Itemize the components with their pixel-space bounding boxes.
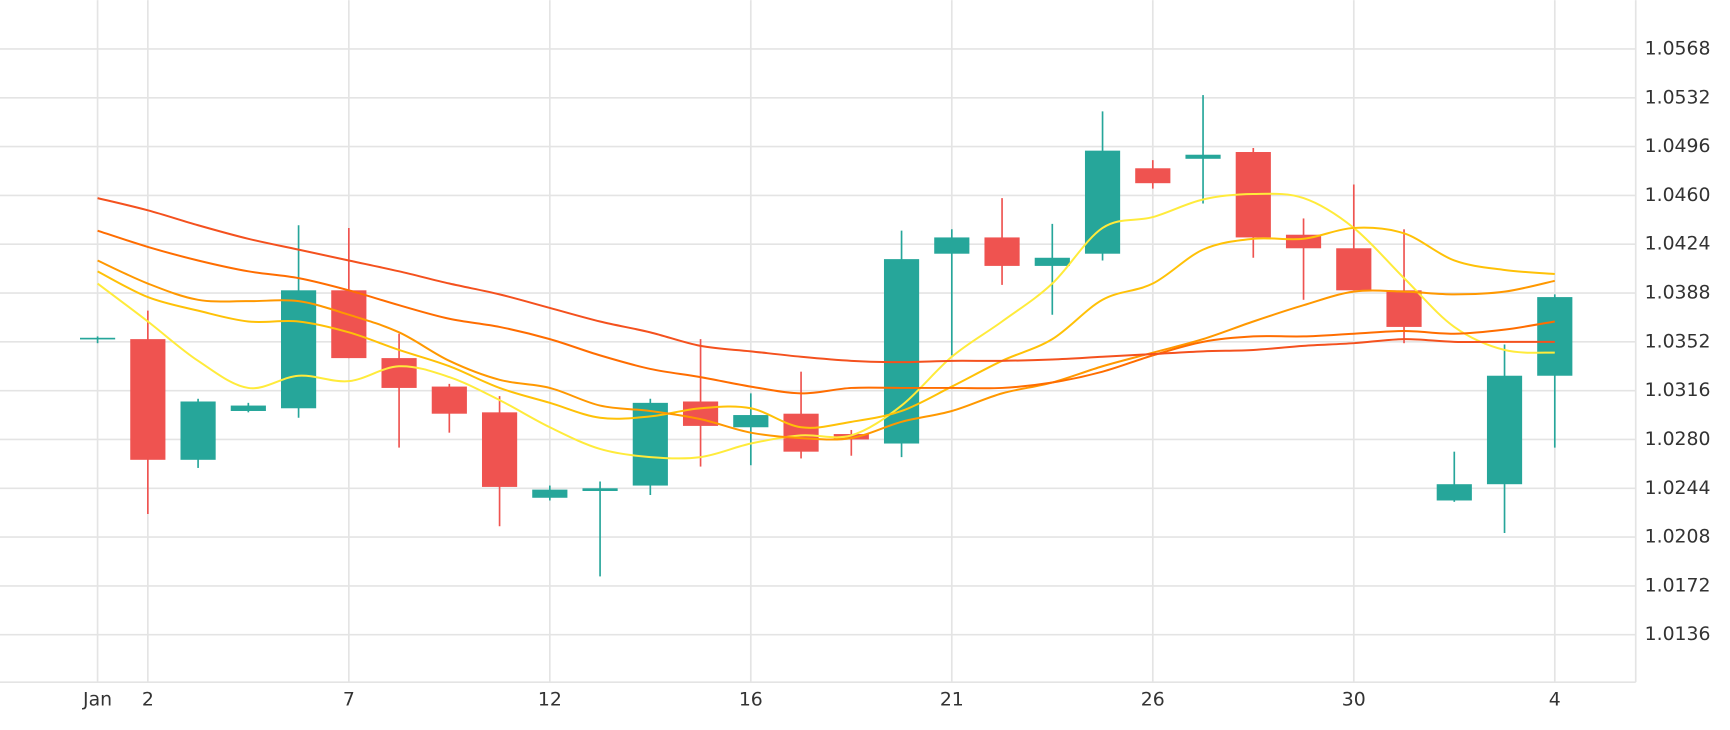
y-tick-label: 1.0496 — [1645, 136, 1711, 157]
moving-average-line — [97, 259, 1555, 441]
moving-average-line — [97, 197, 1555, 364]
candle-body — [1486, 375, 1523, 485]
candle-body — [934, 237, 970, 254]
candle-body — [984, 237, 1020, 266]
candle-body — [481, 412, 518, 487]
candle-body — [80, 337, 116, 340]
candle-body — [1084, 150, 1121, 254]
x-tick-label: 12 — [538, 689, 562, 710]
y-tick-label: 1.0532 — [1645, 87, 1711, 108]
x-tick-label: 26 — [1141, 689, 1165, 710]
candle-body — [180, 401, 216, 460]
candle-body — [582, 488, 618, 491]
candle-body — [1135, 168, 1171, 184]
y-tick-label: 1.0388 — [1645, 283, 1711, 304]
candle-body — [733, 415, 769, 428]
candle-body — [1034, 257, 1070, 266]
candle-body — [1436, 484, 1472, 501]
y-tick-label: 1.0568 — [1645, 38, 1711, 59]
x-tick-label: 7 — [343, 689, 355, 710]
x-tick-label: Jan — [82, 689, 112, 710]
candle-body — [230, 405, 266, 411]
candle-body — [1386, 290, 1422, 327]
y-tick-label: 1.0244 — [1645, 478, 1711, 499]
candle-body — [883, 259, 920, 444]
y-tick-label: 1.0316 — [1645, 380, 1711, 401]
y-tick-label: 1.0136 — [1645, 624, 1711, 645]
candle-body — [1185, 154, 1221, 159]
x-tick-label: 21 — [940, 689, 964, 710]
y-tick-label: 1.0280 — [1645, 429, 1711, 450]
y-tick-label: 1.0208 — [1645, 527, 1711, 548]
candle-body — [280, 290, 317, 409]
x-tick-label: 2 — [142, 689, 154, 710]
y-tick-label: 1.0460 — [1645, 185, 1711, 206]
candle-body — [1537, 297, 1573, 376]
candle-body — [381, 358, 417, 388]
x-tick-label: 16 — [739, 689, 763, 710]
candle-body — [331, 290, 367, 359]
candle-body — [783, 413, 819, 452]
candle-body — [833, 434, 869, 440]
moving-average-line — [97, 226, 1555, 429]
y-tick-label: 1.0424 — [1645, 234, 1711, 255]
candle-body — [130, 339, 166, 460]
candle-body — [532, 489, 568, 498]
moving-average-line — [97, 229, 1555, 395]
y-tick-label: 1.0352 — [1645, 331, 1711, 352]
moving-average-line — [96, 192, 1555, 460]
y-tick-label: 1.0172 — [1645, 575, 1711, 596]
x-tick-label: 30 — [1342, 689, 1366, 710]
x-tick-label: 4 — [1549, 689, 1561, 710]
candle-body — [1336, 248, 1372, 291]
candle-body — [431, 386, 467, 414]
